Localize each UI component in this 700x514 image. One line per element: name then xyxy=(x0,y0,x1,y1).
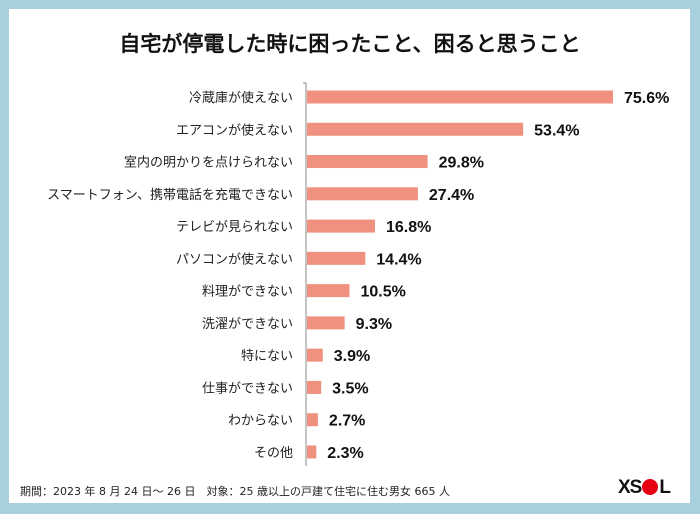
category-label: その他 xyxy=(254,446,293,461)
value-label: 10.5% xyxy=(361,284,406,301)
bar xyxy=(307,284,350,298)
logo-dot xyxy=(642,479,659,495)
category-label: 室内の明かりを点けられない xyxy=(124,155,293,171)
bar xyxy=(307,122,524,136)
category-label: テレビが見られない xyxy=(176,220,293,235)
value-label: 16.8% xyxy=(386,219,431,236)
category-label: エアコンが使えない xyxy=(176,122,293,138)
survey-footnote: 期間：2023 年 8 月 24 日～ 26 日 対象：25 歳以上の戸建て住宅… xyxy=(20,485,450,498)
category-label: 仕事ができない xyxy=(202,381,293,396)
xsol-logo: XS L xyxy=(618,477,671,499)
category-label: わからない xyxy=(228,414,293,429)
category-label: 料理ができない xyxy=(202,285,293,300)
bar xyxy=(307,90,613,104)
value-label: 3.5% xyxy=(332,380,368,397)
value-label: 3.9% xyxy=(334,348,370,365)
bar xyxy=(307,187,418,201)
bar xyxy=(307,413,318,427)
value-label: 53.4% xyxy=(534,122,579,139)
bar xyxy=(307,251,366,265)
logo-text: XS xyxy=(618,477,642,498)
value-label: 2.3% xyxy=(327,445,363,462)
bar xyxy=(307,445,317,459)
bar xyxy=(307,155,428,169)
value-label: 75.6% xyxy=(624,90,669,107)
category-label: パソコンが使えない xyxy=(176,251,293,267)
value-label: 27.4% xyxy=(429,187,474,204)
logo-text: L xyxy=(659,477,671,498)
value-label: 9.3% xyxy=(356,316,392,333)
category-label: スマートフォン、携帯電話を充電できない xyxy=(47,187,293,203)
category-label: 冷蔵庫が使えない xyxy=(189,90,293,106)
bar xyxy=(307,316,345,330)
value-label: 29.8% xyxy=(439,155,484,172)
bar xyxy=(307,219,375,233)
value-label: 2.7% xyxy=(329,413,365,430)
chart-title: 自宅が停電した時に困ったこと、困ると思うこと xyxy=(119,32,581,56)
bar xyxy=(307,380,322,394)
category-label: 特にない xyxy=(241,349,293,364)
bar xyxy=(307,348,323,362)
category-label: 洗濯ができない xyxy=(202,317,293,332)
value-label: 14.4% xyxy=(376,251,421,268)
